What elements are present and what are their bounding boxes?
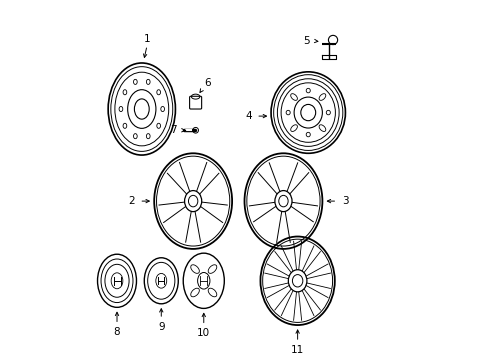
Text: 6: 6 (203, 78, 210, 89)
Text: 10: 10 (197, 328, 210, 338)
Text: 7: 7 (170, 125, 177, 135)
Text: 1: 1 (143, 33, 150, 44)
Text: 3: 3 (341, 196, 348, 206)
Text: 8: 8 (114, 327, 120, 337)
Text: 2: 2 (128, 196, 134, 206)
Text: 11: 11 (290, 345, 304, 355)
Text: 5: 5 (303, 36, 309, 46)
Text: 4: 4 (244, 111, 251, 121)
Text: 9: 9 (158, 321, 164, 332)
